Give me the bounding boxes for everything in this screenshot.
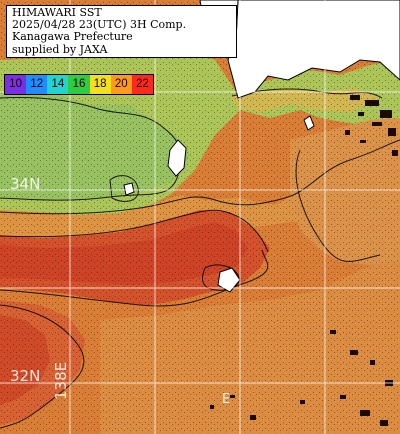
temperature-legend: 10 12 14 16 18 20 22 xyxy=(4,74,154,95)
title-line-2: 2025/04/28 23(UTC) 3H Comp. xyxy=(12,18,187,32)
legend-cell-12: 12 xyxy=(26,75,48,94)
map-title-box: HIMAWARI SST 2025/04/28 23(UTC) 3H Comp.… xyxy=(6,5,237,58)
longitude-label-140e: E xyxy=(222,392,231,407)
contour-kuroshio-lower xyxy=(0,249,269,307)
land-izu-peninsula xyxy=(167,139,187,177)
latitude-label-34n: 34N xyxy=(10,175,41,193)
contour-east xyxy=(295,149,381,262)
contour-mid xyxy=(0,139,400,215)
legend-cell-18: 18 xyxy=(89,75,111,94)
legend-cell-14: 14 xyxy=(47,75,69,94)
title-line-4: supplied by JAXA xyxy=(12,42,108,56)
land-island-2 xyxy=(217,267,241,293)
longitude-label-138e: 138E xyxy=(52,361,70,400)
legend-cell-20: 20 xyxy=(110,75,132,94)
legend-cell-22: 22 xyxy=(131,75,153,94)
legend-cell-16: 16 xyxy=(68,75,90,94)
land-island-3 xyxy=(303,115,315,131)
contour-sw xyxy=(0,304,85,429)
legend-cell-10: 10 xyxy=(5,75,27,94)
title-line-1: HIMAWARI SST xyxy=(12,6,102,19)
land-island-1 xyxy=(123,182,135,196)
title-line-3: Kanagawa Prefecture xyxy=(12,30,133,44)
latitude-label-32n: 32N xyxy=(10,367,41,385)
contour-bay xyxy=(109,175,139,202)
contour-kuroshio-upper xyxy=(0,209,269,253)
land-honshu-north xyxy=(227,0,400,99)
